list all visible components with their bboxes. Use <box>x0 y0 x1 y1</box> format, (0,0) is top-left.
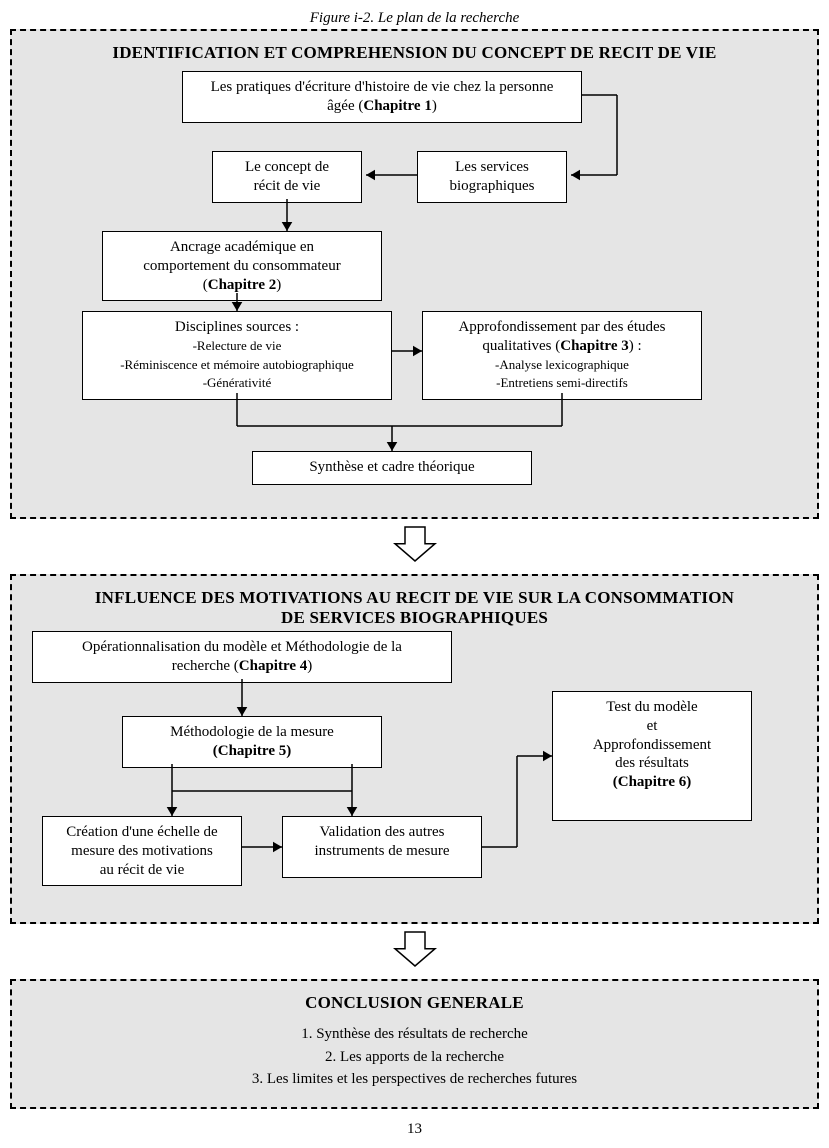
text: Chapitre 3 <box>560 338 628 354</box>
panel-influence: INFLUENCE DES MOTIVATIONS AU RECIT DE VI… <box>10 574 819 924</box>
conclusion-list: 1. Synthèse des résultats de recherche 2… <box>24 1023 805 1091</box>
panel3-title: CONCLUSION GENERALE <box>24 993 805 1013</box>
text: ) <box>432 98 437 114</box>
text: Les services <box>455 159 529 175</box>
text: Méthodologie de la mesure <box>170 724 334 740</box>
text: ) <box>286 743 291 759</box>
panel2-title: INFLUENCE DES MOTIVATIONS AU RECIT DE VI… <box>24 588 805 628</box>
panel-conclusion: CONCLUSION GENERALE 1. Synthèse des résu… <box>10 979 819 1109</box>
page-number: 13 <box>10 1121 819 1138</box>
text: âgée ( <box>327 98 363 114</box>
text: -Analyse lexicographique <box>495 357 629 372</box>
box-chapitre4: Opérationnalisation du modèle et Méthodo… <box>32 631 452 683</box>
conclusion-item: 1. Synthèse des résultats de recherche <box>24 1023 805 1046</box>
text: -Entretiens semi-directifs <box>496 375 628 390</box>
box-chapitre6: Test du modèle et Approfondissement des … <box>552 691 752 821</box>
text: au récit de vie <box>100 862 185 878</box>
box-disciplines: Disciplines sources : -Relecture de vie … <box>82 311 392 400</box>
text: Chapitre 5 <box>218 743 286 759</box>
box-services-bio: Les services biographiques <box>417 151 567 203</box>
text: -Réminiscence et mémoire autobiographiqu… <box>120 357 354 372</box>
text: instruments de mesure <box>315 843 450 859</box>
text: Test du modèle <box>606 699 697 715</box>
panel-identification: IDENTIFICATION ET COMPREHENSION DU CONCE… <box>10 29 819 519</box>
text: des résultats <box>615 755 689 771</box>
text: mesure des motivations <box>71 843 213 859</box>
box-synthese: Synthèse et cadre théorique <box>252 451 532 485</box>
text: comportement du consommateur <box>143 258 340 274</box>
text: Chapitre 4 <box>239 658 307 674</box>
text: ) <box>307 658 312 674</box>
text: Chapitre 6 <box>618 774 686 790</box>
text: Les pratiques d'écriture d'histoire de v… <box>211 79 554 95</box>
text: recherche ( <box>172 658 239 674</box>
box-creation-echelle: Création d'une échelle de mesure des mot… <box>42 816 242 886</box>
box-concept-recit: Le concept de récit de vie <box>212 151 362 203</box>
text: qualitatives ( <box>482 338 560 354</box>
text: Approfondissement <box>593 737 711 753</box>
box-chapitre3: Approfondissement par des études qualita… <box>422 311 702 400</box>
text: INFLUENCE DES MOTIVATIONS AU RECIT DE VI… <box>95 588 734 607</box>
text: Le concept de <box>245 159 329 175</box>
text: et <box>647 718 658 734</box>
text: Synthèse et cadre théorique <box>309 459 474 475</box>
down-arrow-connector-2 <box>385 930 445 968</box>
box-chapitre5: Méthodologie de la mesure (Chapitre 5) <box>122 716 382 768</box>
text: ) : <box>629 338 642 354</box>
conclusion-item: 3. Les limites et les perspectives de re… <box>24 1068 805 1091</box>
figure-caption: Figure i-2. Le plan de la recherche <box>10 10 819 27</box>
box-validation: Validation des autres instruments de mes… <box>282 816 482 878</box>
text: Chapitre 2 <box>208 277 276 293</box>
text: Opérationnalisation du modèle et Méthodo… <box>82 639 402 655</box>
text: ) <box>686 774 691 790</box>
text: DE SERVICES BIOGRAPHIQUES <box>281 608 548 627</box>
text: ) <box>276 277 281 293</box>
text: Ancrage académique en <box>170 239 314 255</box>
text: Validation des autres <box>320 824 445 840</box>
text: -Relecture de vie <box>193 338 282 353</box>
text: Création d'une échelle de <box>66 824 217 840</box>
text: biographiques <box>450 178 535 194</box>
text: Approfondissement par des études <box>458 319 665 335</box>
down-arrow-connector-1 <box>385 525 445 563</box>
text: Chapitre 1 <box>363 98 431 114</box>
text: récit de vie <box>254 178 321 194</box>
text: -Générativité <box>203 375 272 390</box>
conclusion-item: 2. Les apports de la recherche <box>24 1046 805 1069</box>
text: Disciplines sources : <box>175 319 299 335</box>
box-chapitre2: Ancrage académique en comportement du co… <box>102 231 382 301</box>
box-chapitre1: Les pratiques d'écriture d'histoire de v… <box>182 71 582 123</box>
panel1-title: IDENTIFICATION ET COMPREHENSION DU CONCE… <box>24 43 805 63</box>
